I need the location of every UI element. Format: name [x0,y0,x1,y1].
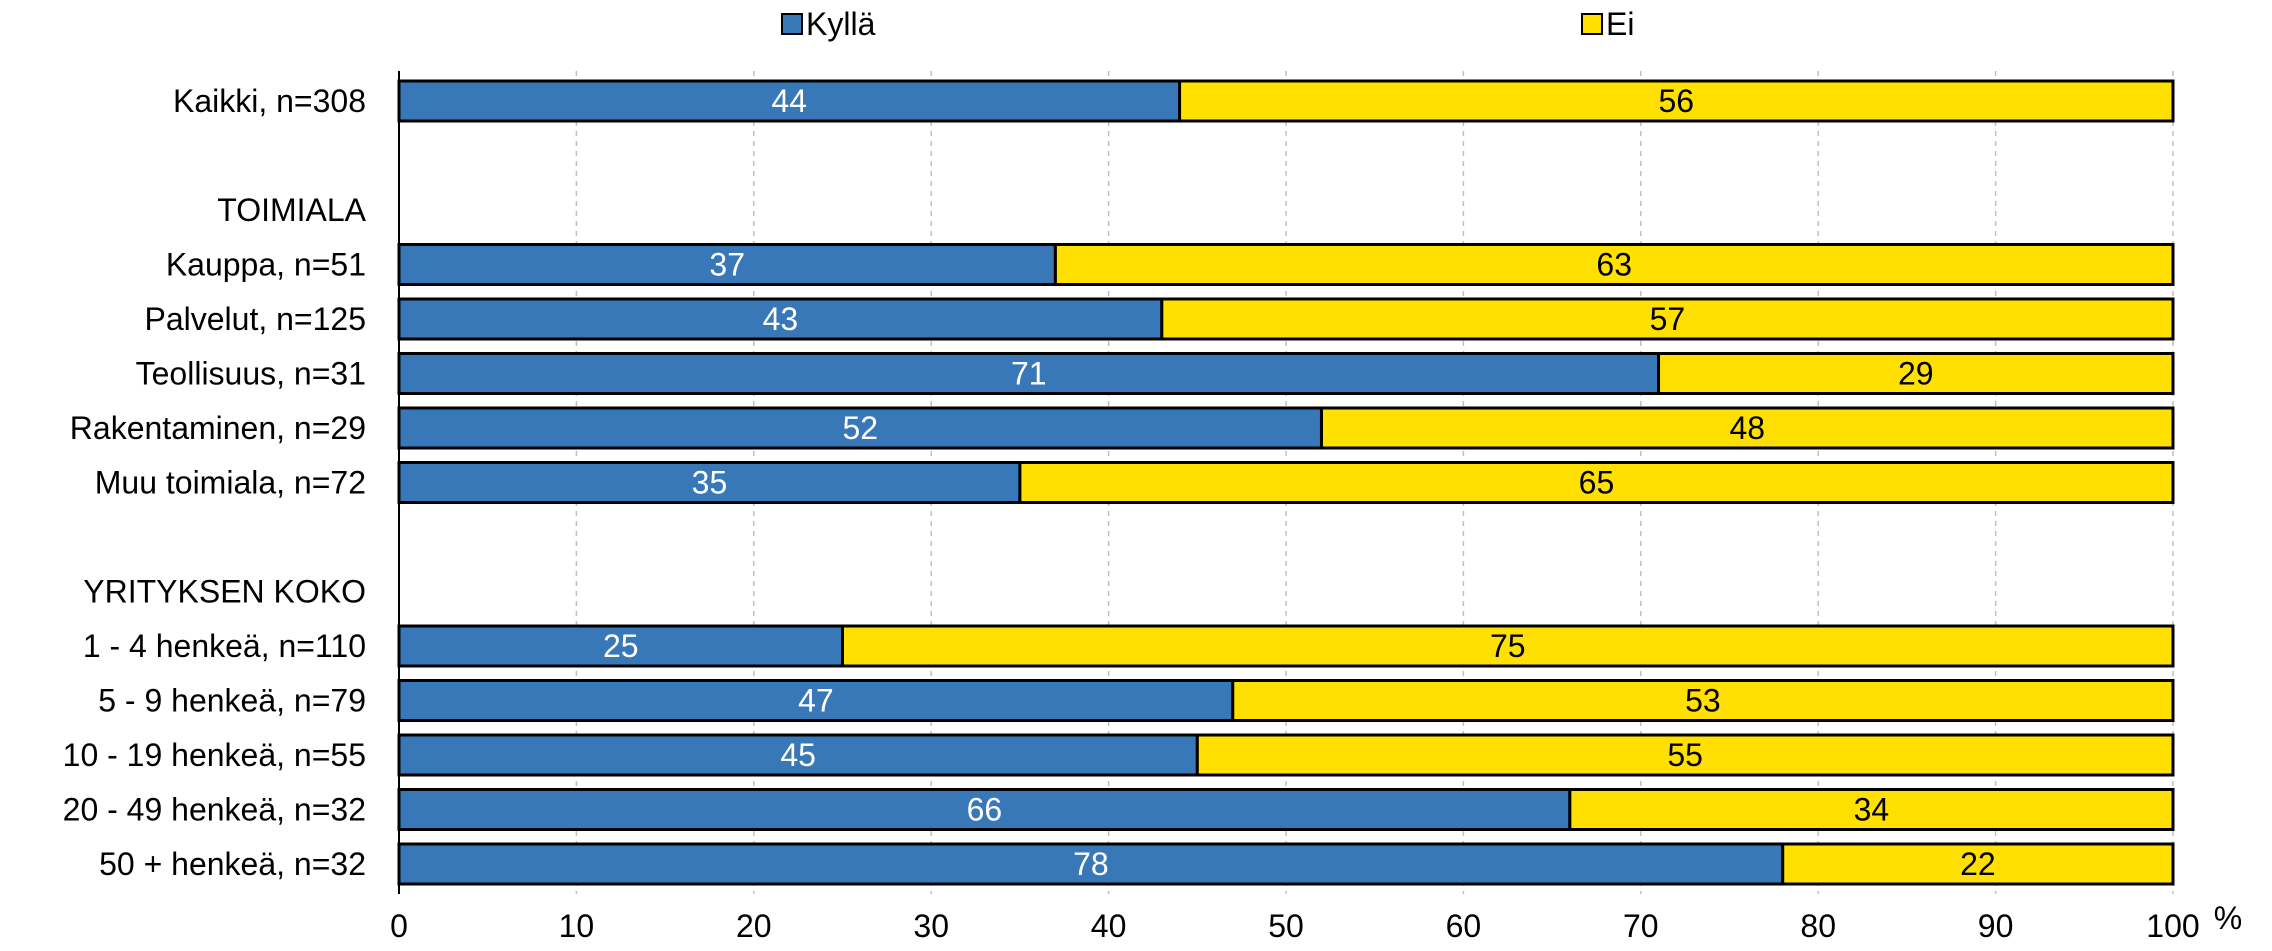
legend-label-kyllä: Kyllä [806,6,876,42]
data-label: 56 [1658,83,1694,119]
data-label: 34 [1854,792,1890,828]
x-tick-label: 100 [2146,908,2199,944]
x-tick-label: 10 [559,908,595,944]
data-label: 55 [1667,737,1703,773]
category-label: 20 - 49 henkeä, n=32 [63,792,366,828]
data-label: 35 [692,465,728,501]
bar-segment-ei [1657,352,2175,395]
category-label: Muu toimiala, n=72 [95,465,366,501]
legend-label-ei: Ei [1606,6,1634,42]
legend-swatch-kyllä [781,13,803,35]
legend-swatch-ei [1581,13,1603,35]
x-tick-label: 0 [390,908,408,944]
category-label: Rakentaminen, n=29 [70,410,366,446]
bar-segment-ei [1319,406,2175,450]
legend: Kyllä Ei [781,6,1634,42]
bar-segment-kyllä [397,461,1022,504]
x-tick-label: 40 [1091,908,1127,944]
data-label: 45 [780,737,816,773]
bars: 44 56 37 63 43 57 71 29 52 48 35 65 25 75 47 53 45 55 66 34… [397,79,2175,886]
data-label: 78 [1073,846,1109,882]
bar-segment-kyllä [397,297,1164,341]
data-label: 53 [1685,683,1721,719]
bar-segment-ei [1018,461,2175,504]
data-label: 37 [709,247,745,283]
category-label: 1 - 4 henkeä, n=110 [83,628,366,664]
bar-segment-ei [1195,733,2175,777]
data-label: 47 [798,683,834,719]
category-label: 50 + henkeä, n=32 [99,846,366,882]
category-label: Teollisuus, n=31 [136,356,366,392]
data-label: 43 [763,301,799,337]
x-tick-label: 60 [1446,908,1482,944]
bar-segment-kyllä [397,79,1182,123]
category-label: 10 - 19 henkeä, n=55 [63,737,366,773]
x-tick-label: 20 [736,908,772,944]
data-label: 44 [771,83,807,119]
bar-segment-ei [1053,243,2175,286]
x-unit-label: % [2214,900,2242,936]
bar-segment-ei [841,624,2175,668]
bar-segment-ei [1568,788,2175,831]
data-label: 22 [1960,846,1996,882]
x-tick-label: 90 [1978,908,2014,944]
x-axis: 0 10 20 30 40 50 60 70 80 90 100% [390,71,2242,944]
bar-segment-ei [1160,297,2175,341]
category-label: Kauppa, n=51 [166,247,366,283]
data-label: 75 [1490,628,1526,664]
category-label: Kaikki, n=308 [173,83,366,119]
x-tick-label: 30 [913,908,949,944]
data-label: 57 [1650,301,1686,337]
x-tick-label: 70 [1623,908,1659,944]
data-label: 65 [1579,465,1615,501]
category-label: 5 - 9 henkeä, n=79 [98,683,366,719]
data-label: 29 [1898,356,1934,392]
data-label: 63 [1596,247,1632,283]
bar-segment-ei [1781,842,2175,886]
data-label: 25 [603,628,639,664]
bar-segment-ei [1178,79,2175,123]
category-labels: Kaikki, n=308 TOIMIALA Kauppa, n=51 Palvelu… [63,83,367,882]
bar-segment-ei [1231,679,2175,722]
category-label: TOIMIALA [217,192,366,228]
data-label: 71 [1011,356,1047,392]
category-label: Palvelut, n=125 [145,301,367,337]
x-tick-label: 50 [1268,908,1304,944]
bar-segment-kyllä [397,733,1199,777]
data-label: 52 [842,410,878,446]
x-tick-label: 80 [1800,908,1836,944]
data-label: 66 [967,792,1003,828]
data-label: 48 [1729,410,1765,446]
category-label: YRITYKSEN KOKO [83,574,366,610]
